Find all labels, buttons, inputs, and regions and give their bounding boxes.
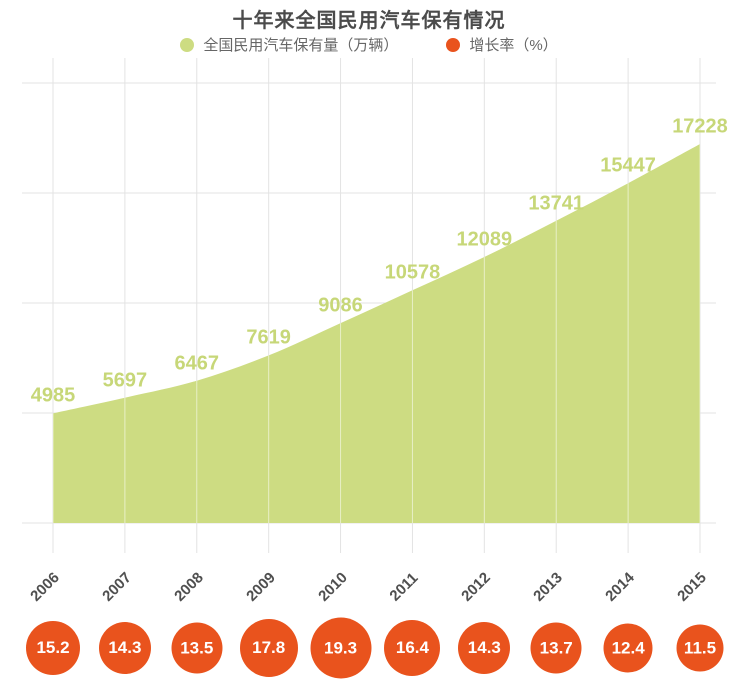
value-label-2008: 6467 [174, 352, 220, 375]
value-label-2009: 7619 [246, 326, 291, 349]
growth-bubble-2012: 14.3 [458, 622, 511, 674]
legend-item-growth: 增长率（%） [446, 34, 558, 55]
growth-bubble-2007: 14.3 [98, 622, 151, 674]
legend-label-growth: 增长率（%） [469, 37, 558, 54]
value-label-2015: 17228 [672, 115, 728, 138]
value-label-2012: 12089 [456, 228, 513, 251]
growth-bubble-2014: 12.4 [603, 623, 653, 673]
value-label-2006: 4985 [30, 384, 76, 407]
growth-bubble-2015: 11.5 [676, 624, 724, 672]
holdings-legend-dot-icon [180, 37, 195, 52]
value-label-2007: 5697 [102, 369, 148, 392]
growth-bubble-2009: 17.8 [239, 619, 298, 677]
value-label-2013: 13741 [528, 192, 585, 215]
growth-bubble-2010: 19.3 [310, 617, 372, 679]
value-label-2014: 15447 [600, 154, 656, 177]
legend-label-holdings: 全国民用汽车保有量（万辆） [203, 37, 399, 54]
value-label-2011: 10578 [384, 261, 441, 284]
holdings-area-shape [53, 144, 700, 523]
legend-item-holdings: 全国民用汽车保有量（万辆） [180, 34, 398, 55]
legend: 全国民用汽车保有量（万辆） 增长率（%） [0, 34, 738, 55]
growth-legend-dot-icon [446, 37, 461, 52]
growth-bubble-2006: 15.2 [26, 621, 80, 675]
growth-bubble-2011: 16.4 [384, 620, 441, 676]
value-label-2010: 9086 [318, 294, 363, 317]
chart-title: 十年来全国民用汽车保有情况 [232, 10, 506, 32]
growth-bubble-2013: 13.7 [530, 622, 582, 674]
growth-bubble-2008: 13.5 [171, 622, 223, 674]
